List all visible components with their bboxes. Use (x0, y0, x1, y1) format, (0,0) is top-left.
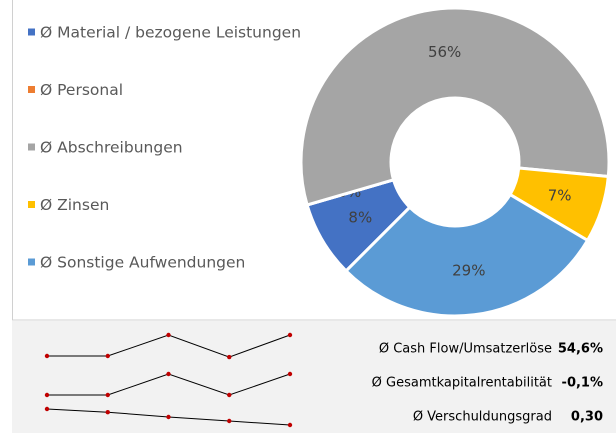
data-label: 7% (548, 186, 572, 204)
sparkline-marker (227, 392, 232, 398)
sparkline-marker (166, 371, 171, 377)
sparkline-marker (44, 353, 50, 359)
sparkline-marker (44, 392, 50, 398)
data-label: 8% (348, 208, 372, 226)
legend-swatch (28, 143, 35, 151)
sparkline-marker (44, 406, 50, 412)
sparkline-marker (227, 418, 232, 424)
legend-label: Ø Personal (40, 81, 123, 99)
legend-swatch (28, 28, 35, 36)
sparkline-marker (105, 392, 110, 398)
donut-slice (299, 6, 611, 207)
legend-label: Ø Zinsen (40, 196, 109, 214)
legend-swatch (28, 201, 35, 208)
donut-slice (343, 192, 590, 318)
sparkline-marker (166, 414, 171, 420)
sparkline-marker (105, 410, 110, 415)
kpi-label: Ø Gesamtkapitalrentabilität (372, 376, 552, 391)
legend-swatch (28, 258, 35, 266)
data-label: 56% (428, 43, 461, 61)
kpi-label: Ø Cash Flow/Umsatzerlöse (379, 342, 552, 357)
sparkline-marker (287, 371, 293, 377)
legend-swatch (28, 86, 35, 93)
sparkline-marker (105, 353, 110, 359)
sparkline-marker (287, 332, 293, 338)
kpi-panel (12, 321, 616, 433)
legend-label: Ø Material / bezogene Leistungen (40, 24, 301, 42)
sparkline-marker (287, 422, 293, 428)
kpi-label: Ø Verschuldungsgrad (413, 410, 552, 425)
kpi-value: -0,1% (562, 376, 603, 391)
sparkline-marker (227, 354, 232, 360)
kpi-value: 0,30 (571, 410, 603, 425)
data-label: 29% (452, 262, 485, 280)
kpi-value: 54,6% (558, 342, 603, 357)
legend-label: Ø Sonstige Aufwendungen (40, 254, 245, 272)
sparkline-marker (166, 332, 171, 338)
legend-label: Ø Abschreibungen (40, 139, 183, 157)
